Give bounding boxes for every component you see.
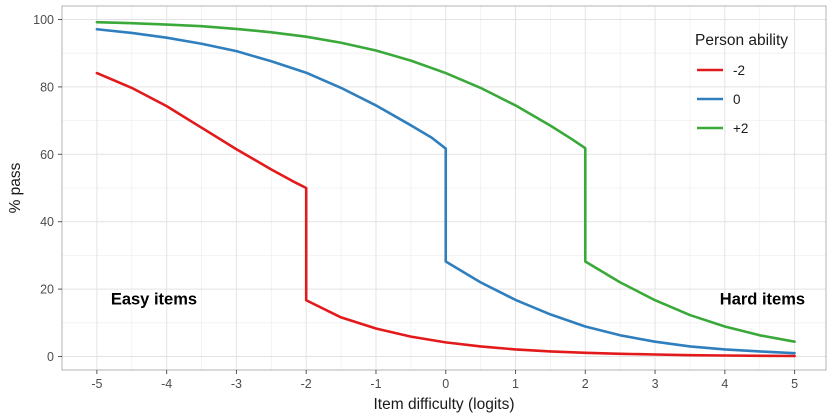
x-tick-label: 4 [721, 377, 728, 391]
series-line-3 [95, 20, 796, 343]
x-tick-label: 1 [512, 377, 519, 391]
x-tick-label: -1 [370, 377, 381, 391]
x-tick-label: -4 [161, 377, 172, 391]
y-tick-label: 80 [40, 80, 54, 94]
annotations: Easy items Hard items [111, 290, 805, 308]
y-axis: 0 20 40 60 80 100 [33, 13, 62, 364]
y-tick-label: 20 [40, 283, 54, 297]
y-tick-label: 0 [47, 350, 54, 364]
x-axis: -5 -4 -3 -2 -1 0 1 2 3 4 5 [91, 370, 798, 391]
series-line-1 [95, 71, 796, 358]
x-tick-label: -5 [91, 377, 102, 391]
x-tick-label: 0 [442, 377, 449, 391]
gridlines [62, 6, 826, 370]
x-tick-label: -2 [301, 377, 312, 391]
x-tick-label: 2 [582, 377, 589, 391]
y-tick-label: 40 [40, 215, 54, 229]
y-tick-label: 100 [33, 13, 54, 27]
y-axis-title: % pass [7, 162, 24, 213]
legend-label: 0 [733, 92, 741, 107]
x-tick-label: 5 [791, 377, 798, 391]
series-line-2 [95, 27, 796, 355]
easy-items-annotation: Easy items [111, 290, 197, 308]
y-tick-label: 60 [40, 148, 54, 162]
legend: Person ability -2 0 +2 [695, 32, 788, 136]
x-tick-label: 3 [652, 377, 659, 391]
legend-title: Person ability [695, 32, 788, 49]
x-axis-title: Item difficulty (logits) [374, 396, 515, 413]
legend-label: -2 [733, 63, 745, 78]
plot-panel-border [61, 5, 827, 371]
x-tick-label: -3 [231, 377, 242, 391]
series-lines [95, 20, 796, 358]
hard-items-annotation: Hard items [720, 290, 805, 308]
legend-label: +2 [733, 121, 748, 136]
